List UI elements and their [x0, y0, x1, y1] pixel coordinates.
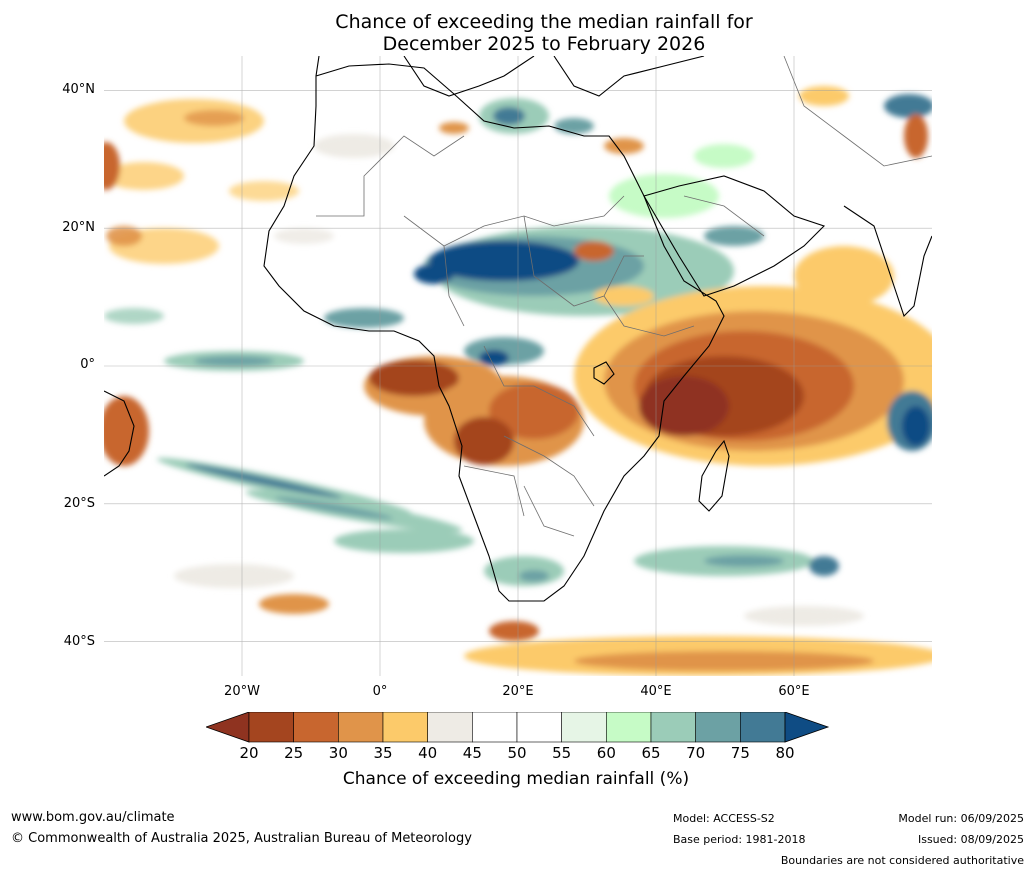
colorbar-tick-label: 30: [328, 744, 348, 762]
colorbar-tick-label: 80: [775, 744, 795, 762]
model-name: Model: ACCESS-S2: [673, 812, 775, 825]
lon-label-0: 0°: [372, 684, 388, 699]
colorbar-cells: [248, 712, 786, 743]
colorbar-under-arrow: [206, 712, 250, 743]
lat-label-20n: 20°N: [62, 220, 95, 235]
colorbar-cell: [293, 712, 339, 743]
colorbar-tick-label: 40: [418, 744, 438, 762]
map-gridlines: [104, 56, 932, 676]
colorbar-cell: [338, 712, 384, 743]
lon-label-20w: 20°W: [224, 684, 260, 699]
colorbar-label: Chance of exceeding median rainfall (%): [342, 769, 690, 789]
lat-label-0: 0°: [80, 357, 95, 372]
colorbar: [206, 712, 830, 743]
lon-label-40e: 40°E: [640, 684, 672, 699]
map-title-line1: Chance of exceeding the median rainfall …: [335, 11, 753, 33]
model-run-date: Model run: 06/09/2025: [898, 812, 1024, 825]
colorbar-cell: [695, 712, 741, 743]
colorbar-cell: [472, 712, 518, 743]
lat-label-40s: 40°S: [63, 634, 95, 649]
colorbar-cell: [516, 712, 562, 743]
colorbar-tick-label: 35: [373, 744, 393, 762]
colorbar-tick-label: 45: [462, 744, 482, 762]
colorbar-cell: [606, 712, 652, 743]
colorbar-cell: [427, 712, 473, 743]
colorbar-tick-label: 70: [686, 744, 706, 762]
lat-label-20s: 20°S: [63, 496, 95, 511]
colorbar-tick-label: 60: [596, 744, 616, 762]
map-canvas: [104, 56, 932, 676]
colorbar-cell: [650, 712, 696, 743]
rainfall-probability-shading: [104, 86, 932, 676]
copyright-text: © Commonwealth of Australia 2025, Austra…: [11, 831, 472, 846]
colorbar-tick-label: 55: [552, 744, 572, 762]
issued-date: Issued: 08/09/2025: [917, 833, 1024, 846]
country-borders: [316, 56, 932, 537]
map-title-line2: December 2025 to February 2026: [382, 33, 706, 55]
colorbar-cell: [740, 712, 786, 743]
colorbar-tick-label: 20: [239, 744, 259, 762]
lon-label-60e: 60°E: [778, 684, 810, 699]
coastlines: [104, 56, 932, 602]
colorbar-tick-label: 75: [730, 744, 750, 762]
website-link[interactable]: www.bom.gov.au/climate: [11, 810, 175, 825]
colorbar-tick-label: 50: [507, 744, 527, 762]
rainfall-outlook-map: [104, 56, 932, 676]
base-period: Base period: 1981-2018: [673, 833, 806, 846]
colorbar-cell: [248, 712, 294, 743]
colorbar-tick-label: 65: [641, 744, 661, 762]
lon-label-20e: 20°E: [502, 684, 534, 699]
colorbar-cell: [382, 712, 428, 743]
lat-label-40n: 40°N: [62, 82, 95, 97]
colorbar-cell: [561, 712, 607, 743]
boundary-disclaimer: Boundaries are not considered authoritat…: [780, 854, 1024, 867]
colorbar-tick-label: 25: [284, 744, 304, 762]
colorbar-over-arrow: [784, 712, 830, 743]
